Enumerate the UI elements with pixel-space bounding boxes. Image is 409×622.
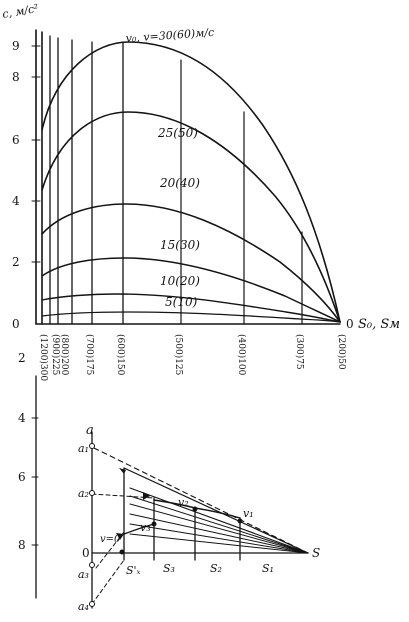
point-a2: [89, 490, 95, 496]
bottom-s-label: S: [312, 546, 320, 560]
curve-25-50: [41, 111, 341, 323]
point-a3: [89, 562, 95, 568]
segment-label-s3: S₃: [163, 562, 175, 575]
label-v0: v=0: [100, 534, 121, 545]
y-tick-9: 9: [12, 39, 20, 53]
curve-label-15-30: 15(30): [160, 238, 200, 252]
y-tick-2: 2: [12, 255, 20, 269]
segment-label-s2: S₂: [210, 562, 222, 575]
top-chart: c, м/с² 9 8 6 4 2 0 v₀,: [1, 2, 400, 382]
y-tick-8: 8: [12, 70, 20, 84]
label-a2: a₂: [78, 487, 89, 500]
y-tick-4: 4: [12, 194, 20, 208]
point-v0: [119, 549, 125, 555]
point-v3: [151, 521, 157, 527]
point-v2: [192, 506, 198, 512]
top-origin-label: 0: [346, 317, 354, 331]
bottom-tick-0: 0: [82, 546, 90, 560]
x-tick-label: (900)225: [50, 334, 61, 376]
point-a4: [89, 601, 95, 607]
x-tick-label: (700)175: [84, 334, 95, 376]
x-tick-label: (800)200: [59, 334, 70, 376]
curve-label-10-20: 10(20): [160, 274, 200, 288]
vertical-guides: [41, 31, 303, 325]
x-tick-label: (500)125: [173, 334, 184, 376]
point-v1: [237, 518, 243, 524]
bottom-tick-4: 4: [18, 411, 26, 425]
y-tick-6: 6: [12, 133, 20, 147]
x-tick-label: (300)75: [294, 334, 305, 370]
x-tick-label: (1200)300: [38, 334, 49, 381]
speed-curves: [41, 41, 341, 323]
bottom-tick-6: 6: [18, 470, 26, 484]
curve-label-5-10: 5(10): [165, 295, 198, 309]
curve-30-60: [41, 41, 341, 323]
fan-lines: [93, 447, 309, 554]
bottom-chart: 2 4 6 0 8 a S: [18, 351, 320, 613]
label-v3: v₃: [140, 521, 151, 534]
top-y-axis-label: c, м/с²: [1, 2, 39, 21]
curve-label-30-60: v₀, v=30(60)м/с: [125, 26, 214, 45]
bottom-tick-8: 8: [18, 538, 26, 552]
curve-5-10: [41, 311, 341, 323]
point-a1: [89, 443, 95, 449]
x-tick-label: (200)50: [336, 334, 347, 370]
x-tick-label: (400)100: [236, 334, 247, 376]
label-v2: v₂: [178, 496, 189, 509]
bottom-tick-2: 2: [18, 351, 26, 365]
label-a1: a₁: [78, 442, 89, 455]
label-a4: a₄: [78, 600, 89, 613]
curve-15-30: [41, 257, 341, 323]
curve-20-40: [41, 203, 341, 323]
curve-label-25-50: 25(50): [157, 126, 198, 140]
bottom-axis-letter: a: [86, 423, 94, 438]
top-x-axis-label: S₀, Sм: [358, 317, 400, 332]
x-tick-label: (600)150: [115, 334, 126, 376]
curve-10-20: [41, 293, 341, 323]
y-tick-0: 0: [12, 317, 20, 331]
label-a3: a₃: [78, 568, 89, 581]
segment-label-s1: S₁: [262, 562, 274, 575]
label-v1: v₁: [243, 507, 254, 520]
curve-label-20-40: 20(40): [159, 176, 200, 190]
segment-label-sx: S'ₓ: [126, 564, 141, 577]
